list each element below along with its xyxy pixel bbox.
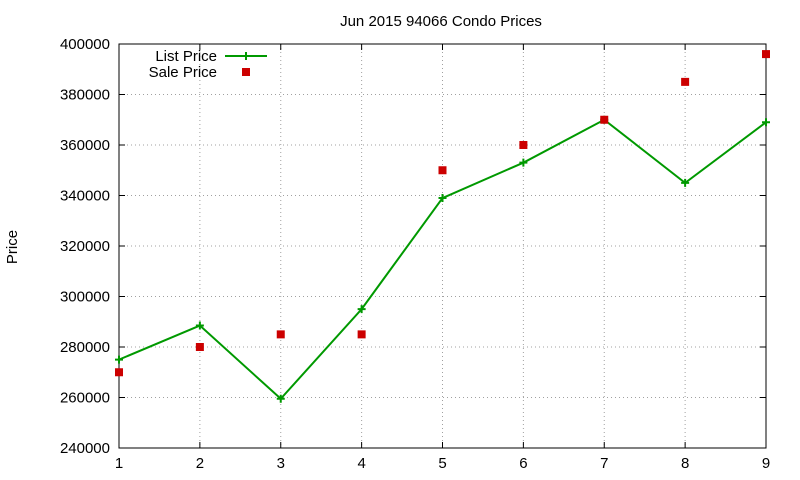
y-tick-label: 380000 <box>60 87 110 104</box>
series-list-price <box>115 115 770 403</box>
data-point <box>519 141 528 149</box>
data-point <box>357 305 366 314</box>
data-point <box>115 355 123 364</box>
chart-title: Jun 2015 94066 Condo Prices <box>340 13 542 30</box>
data-point <box>519 158 528 167</box>
y-tick-label: 320000 <box>60 238 110 255</box>
data-point <box>115 368 123 377</box>
y-tick-label: 280000 <box>60 339 110 356</box>
legend-label: List Price <box>155 48 217 65</box>
series-sale-price <box>115 50 770 377</box>
data-point <box>276 330 285 339</box>
data-point <box>438 194 447 203</box>
y-tick-label: 360000 <box>60 137 110 154</box>
axis-ticks: 240000 260000 280000 300000 320000 340000 3600… <box>60 36 770 472</box>
data-point <box>600 115 609 124</box>
y-tick-label: 340000 <box>60 188 110 205</box>
legend-marker <box>242 52 250 60</box>
data-point <box>681 77 690 86</box>
data-point <box>762 50 770 59</box>
data-point <box>438 166 447 175</box>
x-tick-label: 6 <box>519 455 527 472</box>
x-tick-label: 3 <box>277 455 285 472</box>
y-tick-label: 300000 <box>60 289 110 306</box>
x-tick-label: 9 <box>762 455 770 472</box>
data-point <box>195 343 204 351</box>
data-point <box>195 321 204 330</box>
data-point <box>357 330 366 339</box>
y-tick-label: 240000 <box>60 440 110 457</box>
y-axis-label: Price <box>4 230 21 264</box>
x-tick-label: 1 <box>115 455 123 472</box>
data-point <box>276 394 285 403</box>
x-tick-label: 2 <box>196 455 204 472</box>
data-point <box>762 118 770 127</box>
data-point <box>681 178 690 187</box>
y-tick-label: 400000 <box>60 36 110 53</box>
legend-marker <box>242 68 250 76</box>
x-tick-label: 7 <box>600 455 608 472</box>
x-tick-label: 8 <box>681 455 689 472</box>
x-tick-label: 5 <box>438 455 446 472</box>
legend-label: Sale Price <box>149 64 217 81</box>
x-tick-label: 4 <box>357 455 365 472</box>
y-tick-label: 260000 <box>60 390 110 407</box>
series-layer <box>115 50 770 403</box>
grid <box>119 44 766 448</box>
